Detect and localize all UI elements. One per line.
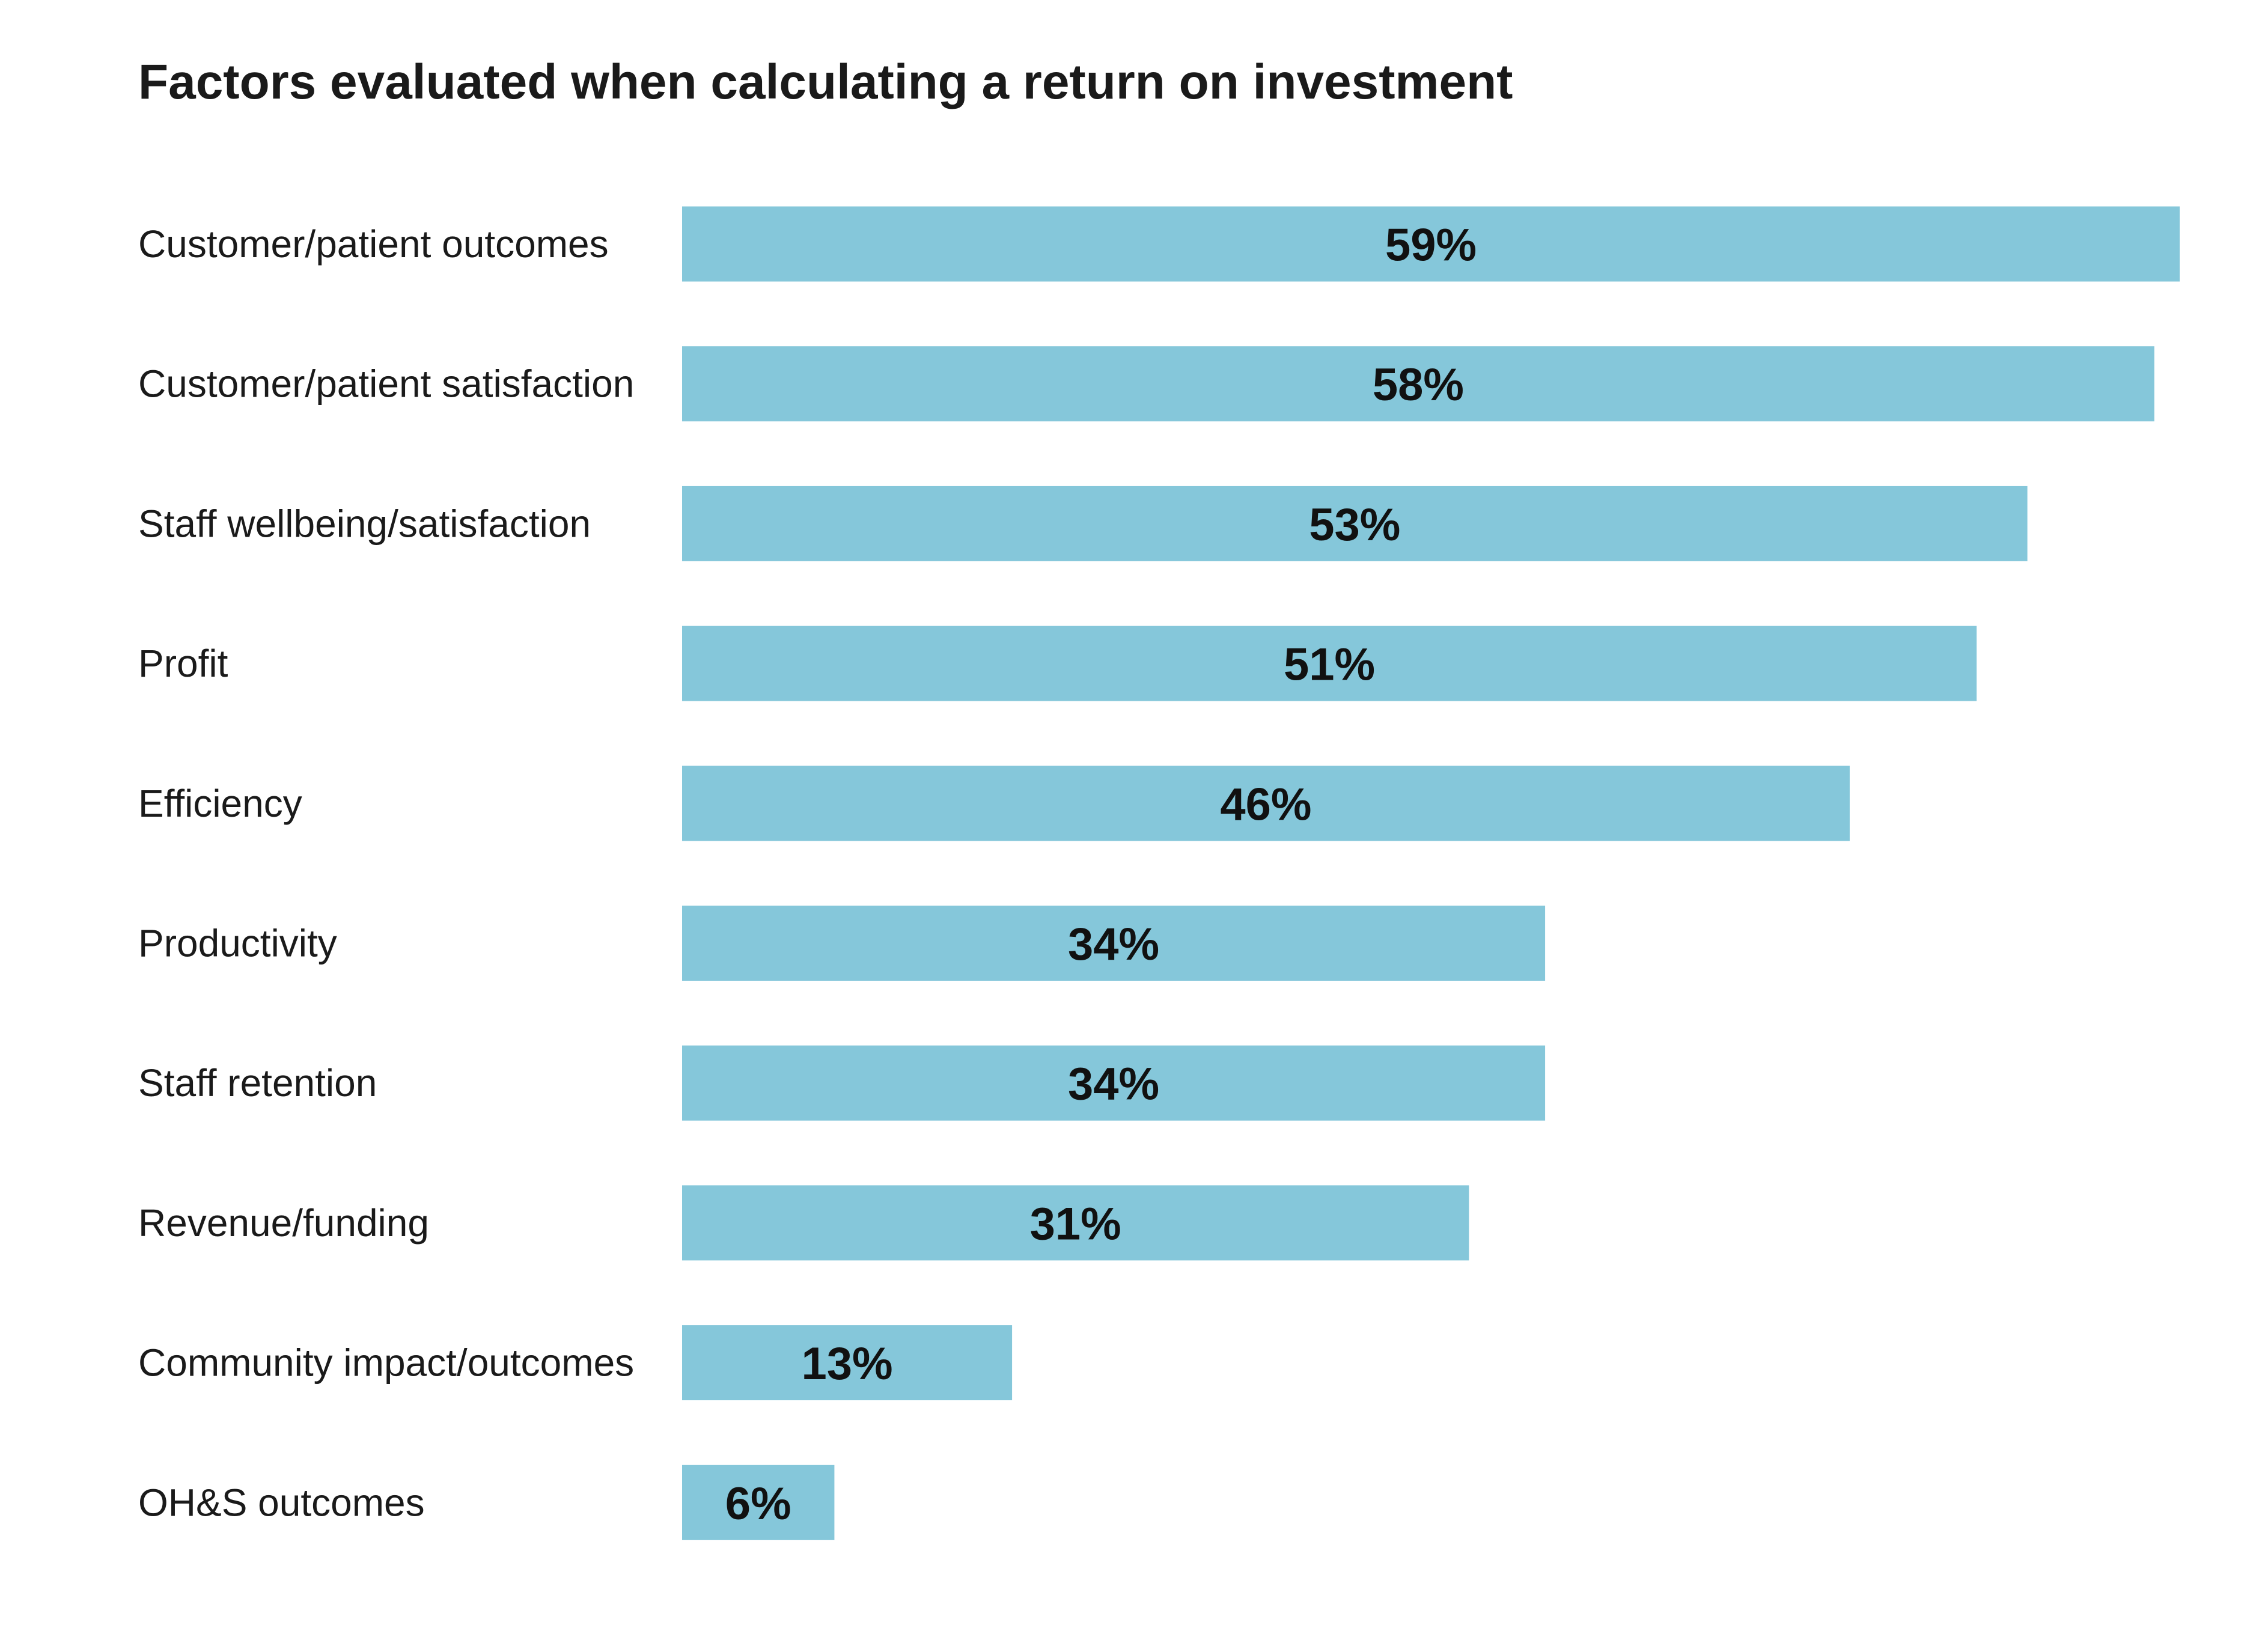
value-label: 6% <box>725 1478 791 1529</box>
category-label: Efficiency <box>138 782 302 825</box>
category-label: Staff retention <box>138 1061 377 1105</box>
category-label: Productivity <box>138 922 337 965</box>
bar <box>682 906 1546 981</box>
value-label: 34% <box>1068 919 1159 970</box>
category-label: Staff wellbeing/satisfaction <box>138 502 591 545</box>
category-label: Community impact/outcomes <box>138 1341 634 1385</box>
bar <box>682 206 2180 282</box>
value-label: 34% <box>1068 1059 1159 1110</box>
category-label: Profit <box>138 642 228 685</box>
value-label: 53% <box>1309 499 1400 550</box>
bar <box>682 1325 1013 1401</box>
category-label: Revenue/funding <box>138 1201 429 1245</box>
bar <box>682 1465 835 1540</box>
value-label: 13% <box>801 1338 892 1389</box>
category-label: Customer/patient outcomes <box>138 222 609 266</box>
category-label: Customer/patient satisfaction <box>138 362 634 406</box>
bar <box>682 486 2028 561</box>
value-label: 59% <box>1385 220 1477 271</box>
value-labels: 59% 58% 53% 51% 46% 34% 34% 31% 13% 6% <box>725 220 1477 1529</box>
value-label: 46% <box>1220 779 1311 830</box>
bar <box>682 346 2154 422</box>
bars <box>682 206 2180 1540</box>
bar <box>682 766 1850 841</box>
bar <box>682 1185 1469 1261</box>
value-label: 51% <box>1284 639 1375 690</box>
bar <box>682 1045 1546 1121</box>
category-label: OH&S outcomes <box>138 1481 425 1524</box>
bar <box>682 626 1977 701</box>
category-labels: Customer/patient outcomes Customer/patien… <box>138 222 634 1524</box>
value-label: 31% <box>1030 1198 1121 1249</box>
chart-title: Factors evaluated when calculating a ret… <box>138 55 1513 109</box>
value-label: 58% <box>1373 359 1464 410</box>
